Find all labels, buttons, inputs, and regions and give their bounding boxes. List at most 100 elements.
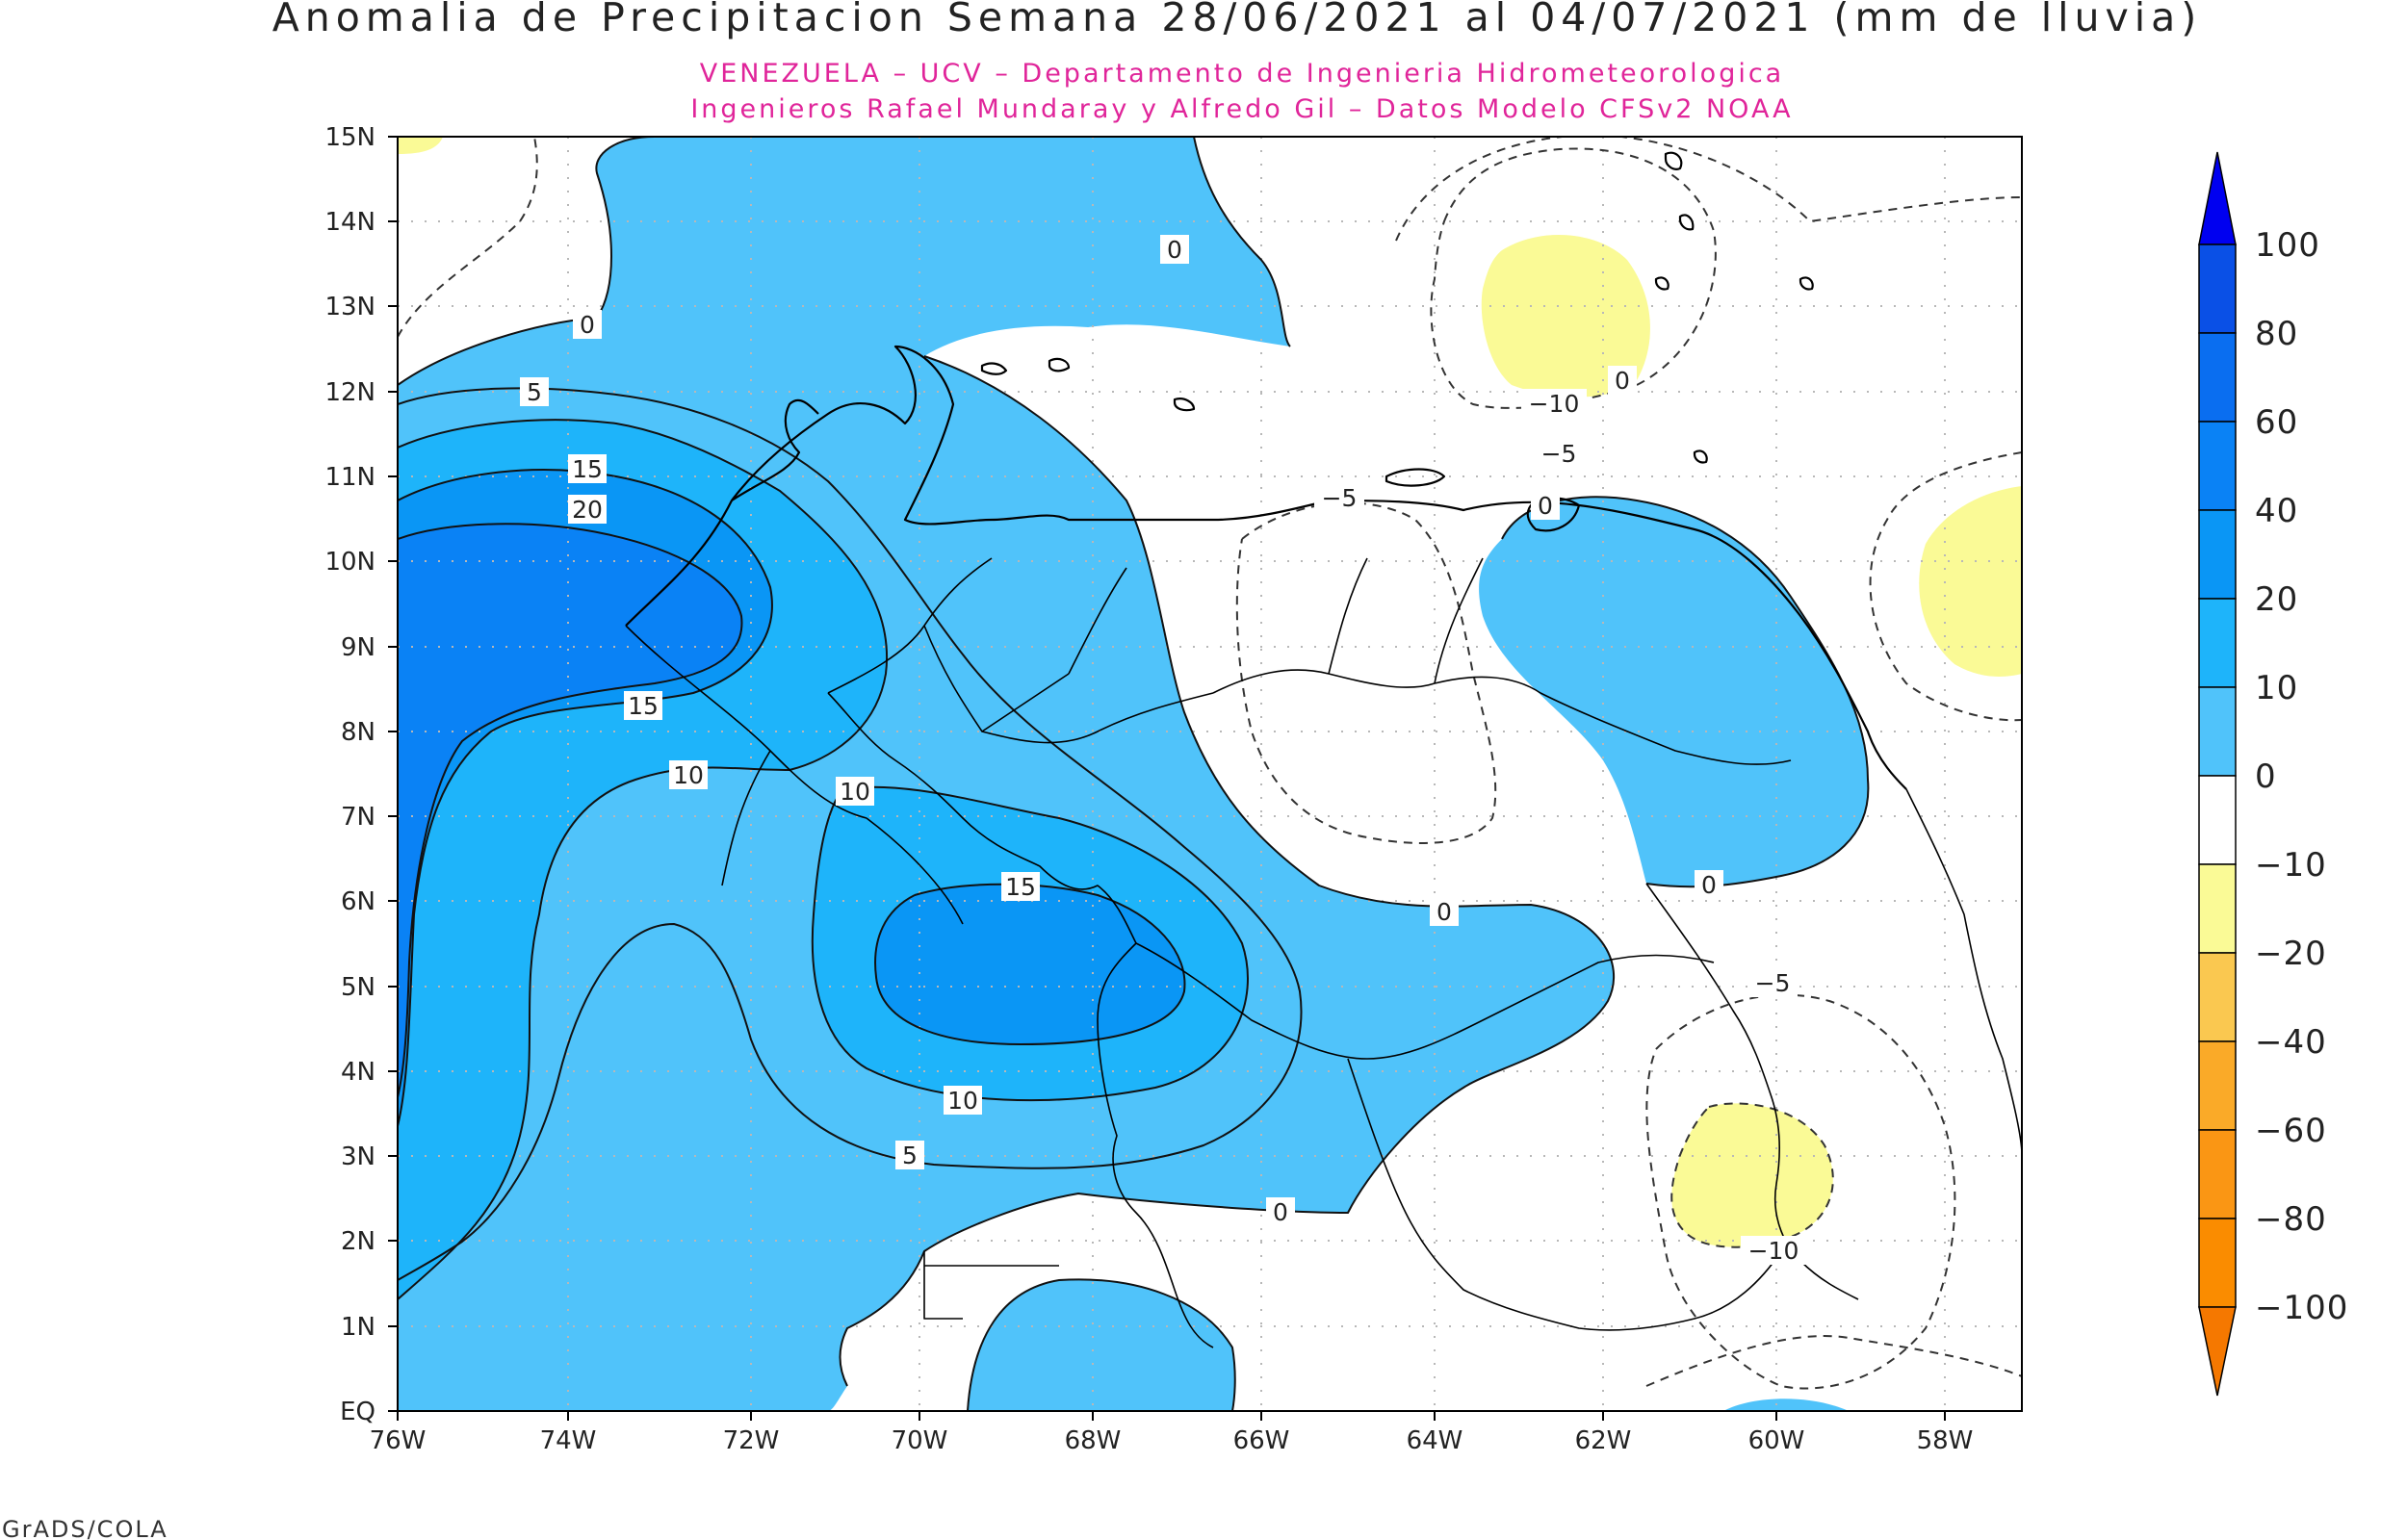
- contour-20-west: [398, 523, 743, 1098]
- margarita-island: [1385, 468, 1446, 487]
- contour-label: 15: [572, 455, 603, 483]
- venezuela-state-borders-center: [1212, 557, 1792, 765]
- contour-5-west: [398, 387, 1303, 1281]
- coastlines-and-borders: [625, 151, 2022, 1348]
- lon-label: 68W: [1065, 1426, 1122, 1455]
- colorbar-segment: [2198, 598, 2237, 688]
- lat-label: 9N: [341, 633, 375, 662]
- colorbar-bottom-arrow: [2198, 1306, 2237, 1397]
- colorbar-label: 40: [2255, 492, 2298, 530]
- contour-neg-north: [1430, 147, 1717, 409]
- lat-label: 3N: [341, 1142, 375, 1171]
- map-area: [398, 137, 2022, 1411]
- lon-label: 66W: [1233, 1426, 1290, 1455]
- colombia-venezuela-border: [827, 692, 1214, 1348]
- contour-15-west: [398, 469, 773, 1127]
- colorbar: 100 80 60 40 20 10 0 −10 −20 −40 −60 −80…: [2198, 151, 2348, 1397]
- lat-label: 5N: [341, 973, 375, 1002]
- colorbar-label: 80: [2255, 315, 2298, 353]
- negative-anomaly-area-corner: [398, 137, 443, 154]
- venezuela-south-borders: [1135, 942, 1782, 1331]
- lat-label: 2N: [341, 1227, 375, 1256]
- contour-label: 0: [1538, 492, 1553, 520]
- contour-label: −5: [1755, 969, 1791, 997]
- anomaly-15-area-center: [875, 884, 1185, 1044]
- latitude-labels: 15N 14N 13N 12N 11N 10N 9N 8N 7N 6N 5N 4…: [324, 123, 375, 1426]
- positive-anomaly-area-east: [1479, 497, 1869, 887]
- lat-label: 4N: [341, 1058, 375, 1087]
- contour-label: 10: [673, 761, 704, 789]
- lat-label: 6N: [341, 887, 375, 916]
- lat-lon-grid: [398, 137, 2022, 1411]
- contour-label: 0: [1273, 1198, 1288, 1226]
- colorbar-segment: [2198, 775, 2237, 865]
- lat-label: EQ: [340, 1398, 375, 1426]
- contour-label: 10: [840, 778, 870, 806]
- contour-label: 15: [628, 692, 659, 720]
- negative-anomaly-area-south: [1671, 1103, 1833, 1247]
- lon-label: 62W: [1575, 1426, 1632, 1455]
- colorbar-label: 0: [2255, 757, 2277, 796]
- contour-label: 0: [1701, 871, 1717, 899]
- colorbar-label: −20: [2255, 935, 2327, 973]
- contour-label: 0: [1615, 367, 1630, 395]
- lon-label: 76W: [370, 1426, 427, 1455]
- contour-label: −5: [1322, 484, 1358, 512]
- lon-label: 74W: [540, 1426, 597, 1455]
- map-subtitle-1: VENEZUELA – UCV – Departamento de Ingeni…: [700, 59, 1784, 89]
- contour-neg-se: [1645, 1335, 2022, 1387]
- positive-anomaly-area-south: [968, 1279, 1235, 1411]
- longitude-labels: 76W 74W 72W 70W 68W 66W 64W 62W 60W 58W: [370, 1426, 1974, 1455]
- contour-label: 0: [1436, 898, 1452, 926]
- software-credit: GrADS/COLA: [2, 1516, 168, 1540]
- lat-label: 7N: [341, 803, 375, 832]
- colombia-interior-borders: [625, 625, 1059, 1320]
- lon-label: 60W: [1748, 1426, 1805, 1455]
- lat-label: 1N: [341, 1313, 375, 1342]
- contour-label: −10: [1529, 390, 1580, 418]
- colorbar-top-arrow: [2198, 151, 2237, 245]
- lat-label: 12N: [324, 378, 375, 407]
- contour-labels: 0 0 0 0 0 0 0 5 5 10 10 10 15 15 15 20 −…: [520, 235, 1806, 1265]
- contour-label: 5: [527, 378, 542, 406]
- lon-label: 58W: [1917, 1426, 1974, 1455]
- colorbar-segment: [2198, 244, 2237, 334]
- colorbar-segment: [2198, 509, 2237, 600]
- colorbar-segment: [2198, 1129, 2237, 1219]
- contour-label: 5: [902, 1142, 918, 1169]
- lat-label: 11N: [324, 463, 375, 492]
- colorbar-label: −80: [2255, 1200, 2327, 1239]
- lat-label: 10N: [324, 548, 375, 577]
- colorbar-segment: [2198, 686, 2237, 777]
- caribbean-coastline: [625, 345, 1907, 790]
- colorbar-label: 20: [2255, 580, 2298, 619]
- contour-label: −5: [1541, 440, 1577, 468]
- contour-neg-5-south: [1645, 993, 1956, 1390]
- contour-label: 20: [572, 496, 603, 524]
- map-subtitle-2: Ingenieros Rafael Mundaray y Alfredo Gil…: [690, 94, 1793, 124]
- colorbar-segment: [2198, 332, 2237, 423]
- contour-label: 10: [947, 1087, 978, 1115]
- contour-zero-north: [1193, 137, 1291, 347]
- colorbar-label: 100: [2255, 226, 2320, 265]
- venezuela-state-borders-west: [827, 557, 1214, 744]
- contour-neg-5-north: [1395, 137, 2022, 242]
- lat-label: 14N: [324, 208, 375, 237]
- colorbar-segment: [2198, 952, 2237, 1042]
- contour-label: −10: [1748, 1237, 1799, 1265]
- aruba-curacao-bonaire: [980, 357, 1196, 412]
- contour-zero-south: [967, 1278, 1236, 1411]
- colorbar-label: −60: [2255, 1112, 2327, 1150]
- contour-neg-nw: [398, 137, 538, 338]
- lat-label: 15N: [324, 123, 375, 152]
- colorbar-label: 10: [2255, 669, 2298, 707]
- contour-neg-5-center: [1235, 501, 1497, 844]
- contour-label: 0: [580, 311, 595, 339]
- colorbar-label: −100: [2255, 1289, 2348, 1327]
- map-frame: [397, 136, 2023, 1412]
- contour-10-center: [811, 785, 1249, 1102]
- lon-label: 72W: [723, 1426, 780, 1455]
- axis-ticks: [388, 136, 1946, 1421]
- colorbar-segment: [2198, 1040, 2237, 1131]
